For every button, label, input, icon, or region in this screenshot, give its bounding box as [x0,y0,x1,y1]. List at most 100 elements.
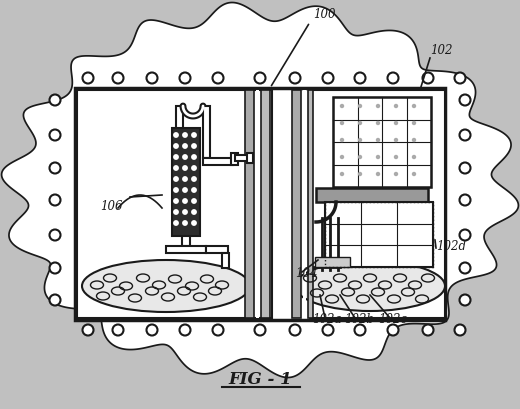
Circle shape [192,144,196,148]
Circle shape [341,139,344,142]
Bar [75,88,445,320]
Text: FIG - 1: FIG - 1 [228,371,292,389]
Circle shape [174,221,178,225]
Bar [325,202,433,267]
Circle shape [49,162,60,173]
Circle shape [192,166,196,170]
Circle shape [174,144,178,148]
Circle shape [454,324,465,335]
Circle shape [192,210,196,214]
Circle shape [192,177,196,181]
Circle shape [460,162,471,173]
Circle shape [460,229,471,240]
Bar [172,128,200,236]
Text: 100: 100 [313,8,335,21]
Circle shape [49,229,60,240]
Circle shape [422,324,434,335]
Circle shape [322,72,333,83]
Bar [316,188,428,202]
Circle shape [358,121,361,124]
Circle shape [183,210,187,214]
Circle shape [355,324,366,335]
Bar [261,90,270,318]
Circle shape [376,173,380,175]
Circle shape [83,324,94,335]
Bar [231,153,238,165]
Circle shape [412,121,415,124]
Bar [325,202,433,267]
Circle shape [49,294,60,306]
Circle shape [341,173,344,175]
Circle shape [412,155,415,159]
Circle shape [174,155,178,159]
Circle shape [460,94,471,106]
Circle shape [174,133,178,137]
Circle shape [460,195,471,205]
Circle shape [412,105,415,108]
Circle shape [192,188,196,192]
Bar [176,106,183,128]
Circle shape [358,173,361,175]
Circle shape [395,121,397,124]
Circle shape [376,155,380,159]
Circle shape [112,324,124,335]
Bar [245,90,254,318]
Bar [203,106,210,158]
Circle shape [460,130,471,141]
Circle shape [174,199,178,203]
Circle shape [183,133,187,137]
Circle shape [454,72,465,83]
Circle shape [147,72,158,83]
Circle shape [376,139,380,142]
Circle shape [395,155,397,159]
Circle shape [341,155,344,159]
Polygon shape [3,3,517,377]
Circle shape [460,263,471,274]
Circle shape [341,121,344,124]
Bar [235,155,249,161]
Bar [310,90,445,318]
Circle shape [192,221,196,225]
Bar [308,90,313,318]
Bar [333,97,431,187]
Bar [292,90,301,318]
Circle shape [395,173,397,175]
Text: 106: 106 [100,200,123,213]
Circle shape [376,121,380,124]
Text: 102: 102 [430,44,452,57]
Bar [222,253,229,268]
Bar [166,246,206,253]
Text: 102b: 102b [344,313,374,326]
Circle shape [460,294,471,306]
Circle shape [254,324,266,335]
Circle shape [387,324,398,335]
Circle shape [49,130,60,141]
Text: 104: 104 [295,267,318,280]
Circle shape [112,72,124,83]
Bar [315,257,350,267]
Circle shape [183,155,187,159]
Circle shape [341,105,344,108]
Circle shape [254,72,266,83]
Bar [303,90,306,318]
Circle shape [192,199,196,203]
Bar [247,153,253,163]
Circle shape [376,105,380,108]
Circle shape [179,324,190,335]
Circle shape [49,263,60,274]
Circle shape [358,155,361,159]
Circle shape [183,221,187,225]
Circle shape [290,72,301,83]
Circle shape [290,324,301,335]
Polygon shape [3,3,517,377]
Text: 102a: 102a [312,313,342,326]
Circle shape [192,155,196,159]
Circle shape [412,139,415,142]
Ellipse shape [82,260,250,312]
Bar [256,90,259,318]
Circle shape [174,177,178,181]
Circle shape [183,188,187,192]
Circle shape [179,72,190,83]
Bar [203,158,233,165]
Circle shape [395,139,397,142]
